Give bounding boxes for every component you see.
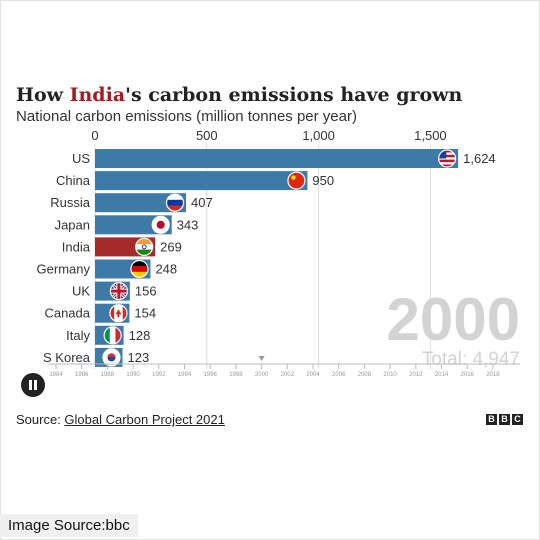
category-label: Japan bbox=[55, 217, 90, 232]
year-label: 2000 bbox=[387, 286, 520, 353]
russia-flag-icon bbox=[165, 193, 185, 212]
bbc-logo: B B C bbox=[486, 414, 523, 425]
bar bbox=[95, 171, 308, 191]
germany-flag-icon bbox=[130, 259, 149, 279]
source-line: Source: Global Carbon Project 2021 bbox=[16, 412, 225, 427]
value-label: 123 bbox=[128, 350, 150, 365]
category-label: Russia bbox=[50, 195, 91, 210]
value-label: 343 bbox=[177, 217, 199, 232]
source-link[interactable]: Global Carbon Project 2021 bbox=[64, 412, 225, 427]
japan-flag-icon bbox=[151, 215, 170, 234]
bar bbox=[95, 149, 459, 168]
x-tick-label: 1,500 bbox=[414, 128, 447, 143]
india-flag-icon bbox=[135, 237, 154, 257]
chart-title: How India's carbon emissions have grown bbox=[16, 84, 463, 106]
value-label: 269 bbox=[160, 239, 182, 254]
category-label: China bbox=[56, 173, 91, 188]
timeline-year-label: 1986 bbox=[75, 372, 89, 378]
category-label: US bbox=[72, 151, 90, 166]
pause-button[interactable] bbox=[21, 373, 45, 397]
china-flag-icon bbox=[287, 171, 306, 190]
category-label: S Korea bbox=[43, 350, 91, 365]
timeline-year-label: 1992 bbox=[152, 372, 166, 378]
timeline-year-label: 2012 bbox=[409, 372, 423, 378]
timeline-year-label: 1984 bbox=[49, 372, 63, 378]
timeline-year-label: 1990 bbox=[126, 372, 140, 378]
value-label: 156 bbox=[135, 284, 157, 299]
timeline-year-label: 1994 bbox=[178, 372, 192, 378]
timeline-year-label: 2008 bbox=[358, 372, 372, 378]
timeline-year-label: 2000 bbox=[255, 372, 269, 378]
value-label: 950 bbox=[312, 173, 334, 188]
bar bbox=[95, 193, 187, 213]
timeline-year-label: 2006 bbox=[332, 372, 346, 378]
value-label: 407 bbox=[191, 195, 213, 210]
value-label: 248 bbox=[155, 262, 177, 277]
timeline-year-label: 2018 bbox=[486, 372, 500, 378]
timeline-year-label: 2010 bbox=[383, 372, 397, 378]
x-tick-label: 1,000 bbox=[302, 128, 335, 143]
timeline-marker-icon bbox=[258, 356, 265, 361]
chart-subtitle: National carbon emissions (million tonne… bbox=[16, 108, 357, 125]
south-korea-flag-icon bbox=[102, 348, 121, 367]
category-label: UK bbox=[72, 284, 90, 299]
timeline-year-label: 2004 bbox=[306, 372, 320, 378]
pause-icon bbox=[29, 380, 32, 390]
title-highlight: India bbox=[69, 84, 126, 106]
timeline-year-label: 2002 bbox=[281, 372, 295, 378]
image-source-caption: Image Source:bbc bbox=[0, 514, 138, 537]
timeline-year-label: 1988 bbox=[101, 372, 115, 378]
x-tick-label: 0 bbox=[91, 128, 98, 143]
value-label: 128 bbox=[129, 328, 151, 343]
value-label: 1,624 bbox=[463, 151, 496, 166]
bar bbox=[95, 215, 172, 235]
timeline-year-label: 2014 bbox=[435, 372, 449, 378]
us-flag-icon bbox=[438, 149, 457, 168]
timeline-year-label: 1998 bbox=[229, 372, 243, 378]
category-label: India bbox=[62, 239, 91, 254]
uk-flag-icon bbox=[109, 282, 128, 301]
timeline-year-label: 1996 bbox=[204, 372, 218, 378]
value-label: 154 bbox=[134, 306, 156, 321]
category-label: Italy bbox=[66, 328, 90, 343]
category-label: Germany bbox=[37, 262, 91, 277]
category-label: Canada bbox=[44, 306, 90, 321]
x-tick-label: 500 bbox=[196, 128, 218, 143]
timeline-year-label: 2016 bbox=[461, 372, 475, 378]
italy-flag-icon bbox=[103, 326, 122, 345]
canada-flag-icon bbox=[109, 304, 128, 323]
total-label: Total: 4,947 bbox=[422, 349, 520, 370]
